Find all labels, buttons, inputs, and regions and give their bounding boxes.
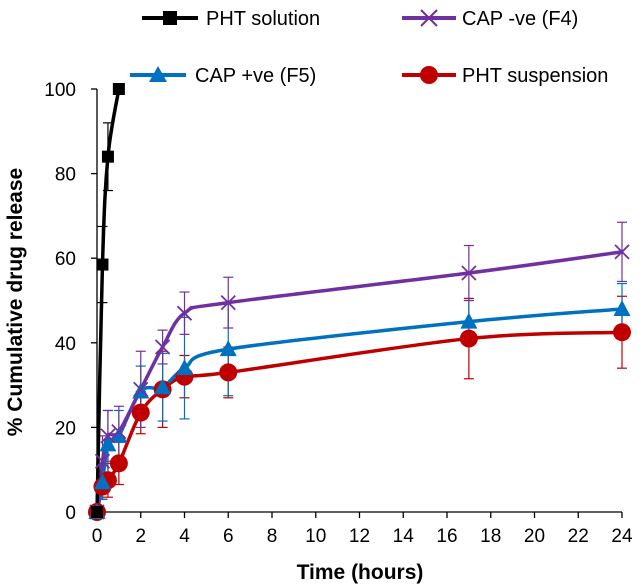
legend-item-pht-suspension[interactable]: PHT suspension <box>402 65 608 87</box>
legend: PHT solution CAP -ve (F4) CAP +ve (F5) P… <box>130 8 608 87</box>
data-point-pht-solution <box>101 150 114 163</box>
legend-label-cap-pos-f5: CAP +ve (F5) <box>195 65 316 87</box>
legend-triangle-marker <box>149 66 167 82</box>
x-tick-label: 20 <box>524 526 545 547</box>
series-line-pht-suspension <box>95 330 623 513</box>
legend-item-cap-neg-f4[interactable]: CAP -ve (F4) <box>402 8 578 30</box>
legend-x-marker <box>420 9 438 27</box>
legend-label-pht-suspension: PHT suspension <box>462 65 608 87</box>
error-bars <box>97 122 627 500</box>
x-tick-label: 0 <box>92 526 103 547</box>
legend-item-cap-pos-f5[interactable]: CAP +ve (F5) <box>130 65 316 87</box>
data-point-cap-ve-f5 <box>110 426 128 443</box>
x-tick-label: 2 <box>135 526 146 547</box>
data-point-cap-ve-f5 <box>613 299 631 316</box>
x-tick-label: 8 <box>267 526 278 547</box>
data-point-cap-ve-f4 <box>133 381 149 397</box>
legend-label-pht-solution: PHT solution <box>206 8 320 30</box>
data-point-pht-suspension <box>219 363 238 382</box>
x-tick-label: 12 <box>349 526 370 547</box>
series-markers <box>88 83 631 521</box>
legend-square-marker <box>163 11 177 25</box>
data-point-cap-ve-f4 <box>100 428 116 444</box>
y-tick-label: 60 <box>55 249 76 270</box>
legend-item-pht-solution[interactable]: PHT solution <box>142 8 320 30</box>
data-point-pht-suspension <box>131 403 150 422</box>
data-point-cap-ve-f5 <box>176 359 193 376</box>
x-tick-label: 6 <box>223 526 234 547</box>
y-tick-label: 100 <box>44 80 76 101</box>
x-tick-label: 24 <box>611 526 633 547</box>
series-line-pht-solution <box>95 88 121 513</box>
data-point-cap-ve-f5 <box>154 378 172 395</box>
data-point-cap-ve-f4 <box>461 265 477 281</box>
series-lines <box>95 88 623 513</box>
data-point-cap-ve-f4 <box>111 423 127 440</box>
data-point-cap-ve-f4 <box>176 305 193 321</box>
data-point-pht-solution <box>112 83 125 95</box>
y-tick-label: 80 <box>55 165 76 186</box>
data-point-cap-ve-f5 <box>93 473 111 490</box>
data-point-cap-ve-f4 <box>154 339 171 355</box>
x-tick-label: 16 <box>436 526 457 547</box>
x-tick-label: 18 <box>480 526 501 547</box>
data-point-cap-ve-f5 <box>460 312 478 329</box>
data-point-pht-suspension <box>613 323 631 342</box>
data-point-pht-suspension <box>109 454 128 473</box>
series-line-cap-ve-f4 <box>95 250 623 513</box>
axes <box>96 89 622 513</box>
y-axis-title: % Cumulative drug release <box>4 168 27 436</box>
data-point-cap-ve-f4 <box>220 294 236 311</box>
series-line-cap-ve-f5 <box>95 307 623 513</box>
data-point-cap-ve-f5 <box>99 435 117 452</box>
data-point-pht-suspension <box>459 329 478 348</box>
x-axis-title: Time (hours) <box>297 561 424 584</box>
x-tick-label: 10 <box>305 526 326 547</box>
legend-circle-marker <box>420 66 438 84</box>
x-tick-label: 14 <box>393 526 415 547</box>
y-tick-label: 40 <box>55 334 76 355</box>
data-point-pht-solution <box>96 258 109 271</box>
x-tick-label: 4 <box>179 526 190 547</box>
data-point-cap-ve-f4 <box>614 244 630 260</box>
data-point-cap-ve-f5 <box>219 340 237 357</box>
y-tick-label: 0 <box>65 503 76 524</box>
y-tick-label: 20 <box>55 418 76 439</box>
data-point-pht-solution <box>91 506 103 518</box>
data-point-cap-ve-f4 <box>94 453 111 469</box>
x-tick-label: 22 <box>568 526 589 547</box>
legend-label-cap-neg-f4: CAP -ve (F4) <box>462 8 578 30</box>
